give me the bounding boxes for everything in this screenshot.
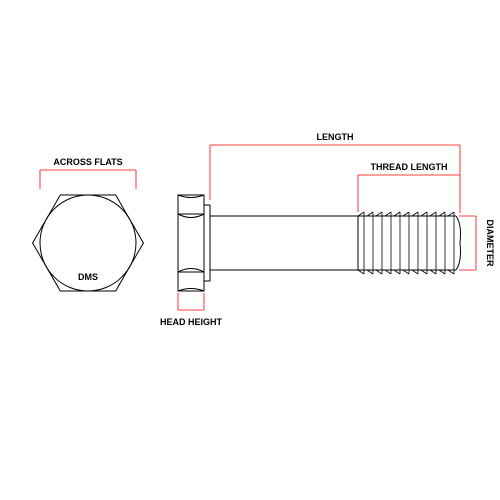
head-height-dimension <box>178 293 204 310</box>
length-label: LENGTH <box>317 132 354 142</box>
length-dimension <box>210 145 460 213</box>
thread-length-label: THREAD LENGTH <box>371 162 448 172</box>
bolt-diagram: ACROSS FLATS DMS <box>0 0 500 500</box>
thread-crests <box>358 212 454 274</box>
diameter-dimension <box>459 216 476 270</box>
hex-head-side <box>178 195 204 291</box>
head-height-label: HEAD HEIGHT <box>160 317 223 327</box>
collar <box>204 205 210 281</box>
shank <box>204 216 358 270</box>
bolt-side-view <box>178 195 461 291</box>
thread-length-dimension <box>358 175 460 212</box>
across-flats-dimension <box>40 170 136 189</box>
dms-label: DMS <box>78 272 98 282</box>
thread-section <box>358 212 461 274</box>
diameter-label: DIAMETER <box>485 220 495 268</box>
across-flats-label: ACROSS FLATS <box>53 157 122 167</box>
